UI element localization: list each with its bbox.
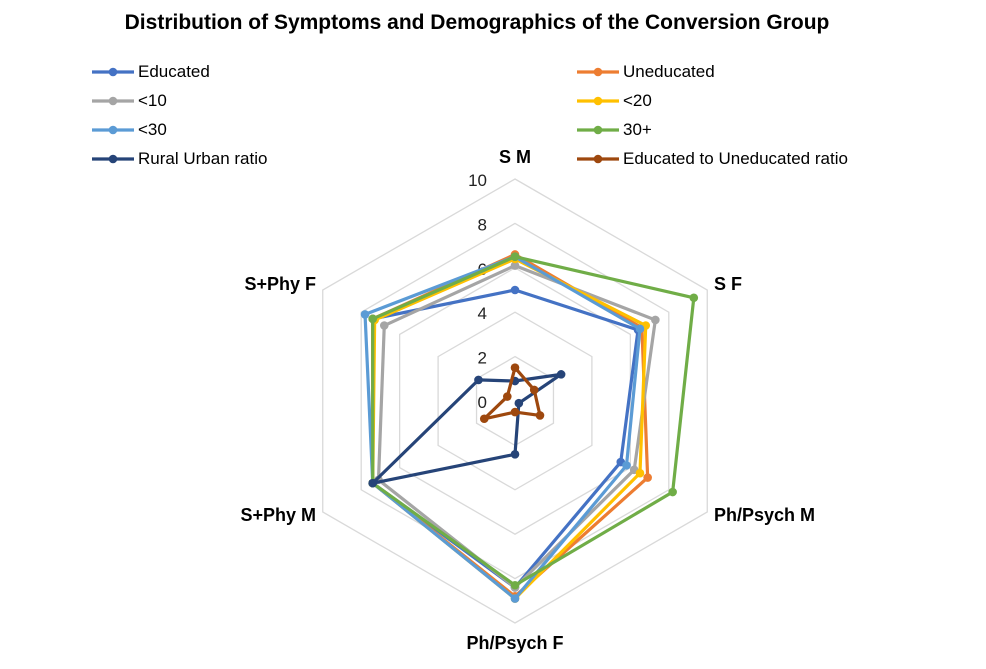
legend-entry: <30	[90, 119, 167, 141]
legend-swatch	[577, 96, 619, 106]
series-marker	[622, 461, 631, 470]
series-marker	[368, 314, 378, 324]
r-tick-label: 4	[478, 304, 487, 323]
legend-label: Uneducated	[623, 62, 715, 81]
series-marker	[635, 324, 645, 334]
legend-label: <10	[138, 91, 167, 110]
series-marker	[529, 385, 539, 395]
series-marker	[503, 392, 512, 401]
series-marker	[514, 398, 524, 408]
legend-entry: <10	[90, 90, 167, 112]
axis-label: S F	[714, 274, 742, 294]
axis-label: S M	[499, 147, 531, 167]
r-tick-label: 0	[478, 393, 487, 412]
legend-entry: 30+	[575, 119, 652, 141]
series-marker	[360, 310, 370, 319]
series-marker	[368, 478, 378, 488]
legend-swatch	[92, 154, 134, 164]
axis-label: S+Phy F	[244, 274, 316, 294]
gridline-ring	[322, 178, 708, 624]
series-marker	[643, 473, 652, 482]
series-marker	[510, 261, 520, 270]
series-marker	[510, 252, 520, 261]
series-marker	[668, 487, 677, 497]
series-marker	[510, 449, 520, 459]
r-tick-label: 8	[478, 215, 487, 234]
series-marker	[556, 370, 566, 379]
legend-label: Rural Urban ratio	[138, 149, 268, 168]
r-tick-label: 2	[478, 349, 487, 368]
axis-label: S+Phy M	[240, 505, 316, 525]
legend-label: <30	[138, 120, 167, 139]
legend-label: <20	[623, 91, 652, 110]
legend-swatch	[92, 67, 134, 77]
legend-entry: Rural Urban ratio	[90, 148, 267, 170]
axis-label: Ph/Psych M	[714, 505, 815, 525]
legend-label: 30+	[623, 120, 652, 139]
gridline-ring	[437, 311, 593, 491]
r-tick-label: 10	[468, 171, 487, 190]
legend-entry: <20	[575, 90, 652, 112]
legend-entry: Educated	[90, 61, 210, 83]
legend-swatch	[577, 67, 619, 77]
series-marker	[510, 594, 520, 603]
series-marker	[689, 293, 699, 303]
legend-swatch	[577, 125, 619, 135]
legend-label: Educated	[138, 62, 210, 81]
legend-label: Educated to Uneducated ratio	[623, 149, 848, 168]
series-marker	[474, 375, 483, 385]
chart-title: Distribution of Symptoms and Demographic…	[124, 11, 830, 34]
series-marker	[510, 363, 520, 373]
series-marker	[510, 407, 520, 417]
series-marker	[379, 321, 389, 330]
axis-label: Ph/Psych F	[466, 633, 563, 653]
series-line	[363, 255, 642, 601]
legend-swatch	[92, 125, 134, 135]
gridline-ring	[360, 222, 670, 580]
series-marker	[635, 468, 645, 478]
series-line	[371, 288, 640, 590]
series-marker	[535, 411, 545, 420]
legend-swatch	[92, 96, 134, 106]
series-marker	[651, 315, 660, 325]
series-marker	[510, 285, 520, 295]
legend-entry: Educated to Uneducated ratio	[575, 148, 848, 170]
legend-entry: Uneducated	[575, 61, 715, 83]
series-marker	[479, 414, 489, 424]
legend-swatch	[577, 154, 619, 164]
series-marker	[510, 580, 520, 590]
gridline-ring	[398, 267, 632, 535]
